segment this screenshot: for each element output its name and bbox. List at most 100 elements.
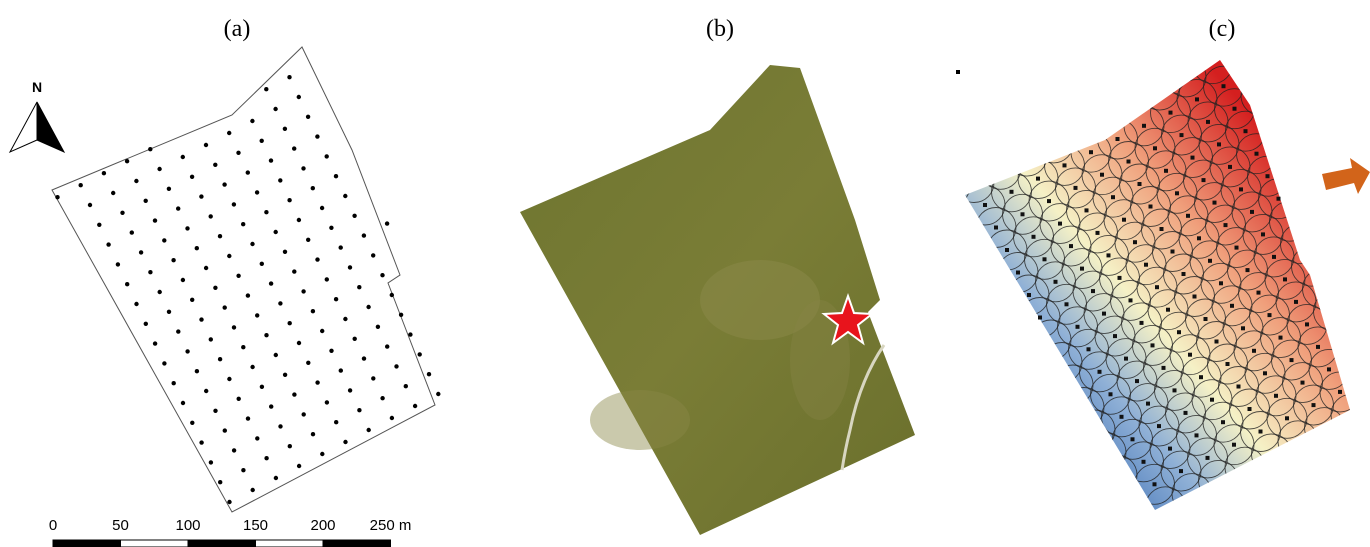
sample-point: [223, 305, 227, 309]
sample-point: [325, 277, 329, 281]
sample-point: [1074, 186, 1078, 190]
sample-point: [278, 424, 282, 428]
sample-point: [1248, 407, 1252, 411]
sample-point: [1085, 208, 1089, 212]
sample-point: [1180, 133, 1184, 137]
sample-point: [1096, 231, 1100, 235]
sample-point: [246, 293, 250, 297]
buffer-circle: [1097, 455, 1137, 495]
arrow-half: [10, 102, 37, 152]
scale-segment: [188, 540, 256, 547]
sample-point: [1213, 201, 1217, 205]
sample-point: [362, 233, 366, 237]
sample-point: [418, 352, 422, 356]
sample-point: [125, 282, 129, 286]
sample-point: [315, 134, 319, 138]
sample-point: [320, 329, 324, 333]
sample-point: [1290, 358, 1294, 362]
sample-point: [1016, 271, 1020, 275]
sample-point: [55, 195, 59, 199]
sample-point: [195, 246, 199, 250]
sample-point: [269, 281, 273, 285]
sample-point: [311, 432, 315, 436]
sample-point: [1133, 240, 1137, 244]
sample-point: [1312, 403, 1316, 407]
sample-point: [1140, 321, 1144, 325]
sample-point: [227, 131, 231, 135]
sample-point: [353, 337, 357, 341]
sample-point: [427, 372, 431, 376]
sample-point: [297, 341, 301, 345]
sample-point: [371, 376, 375, 380]
sample-point: [204, 389, 208, 393]
sample-point: [190, 421, 194, 425]
speck: [956, 70, 960, 74]
sample-point: [1168, 447, 1172, 451]
sample-point: [172, 381, 176, 385]
sample-point: [264, 87, 268, 91]
sample-point: [213, 286, 217, 290]
sample-point: [1239, 187, 1243, 191]
sample-point: [260, 262, 264, 266]
sample-point: [1188, 353, 1192, 357]
sample-point: [334, 420, 338, 424]
buffer-circle: [1034, 123, 1074, 163]
sample-point: [278, 301, 282, 305]
sample-point: [213, 163, 217, 167]
sample-point: [204, 143, 208, 147]
sample-point: [357, 408, 361, 412]
sample-point: [218, 234, 222, 238]
sample-point: [148, 270, 152, 274]
sample-point: [134, 179, 138, 183]
sample-point: [209, 214, 213, 218]
sample-point: [288, 321, 292, 325]
sample-point: [1268, 313, 1272, 317]
sample-point: [1160, 227, 1164, 231]
panel-label: (b): [706, 16, 734, 42]
sample-point: [1277, 197, 1281, 201]
sample-point: [380, 273, 384, 277]
aerial-photo: [520, 65, 915, 535]
sample-point: [1294, 300, 1298, 304]
sample-point: [436, 392, 440, 396]
sample-point: [1038, 316, 1042, 320]
sample-point: [367, 428, 371, 432]
sample-point: [144, 322, 148, 326]
scale-label: 200: [310, 517, 335, 534]
sample-point: [1224, 223, 1228, 227]
sample-point: [199, 317, 203, 321]
buffer-circle: [1007, 136, 1047, 176]
sample-point: [385, 344, 389, 348]
sample-point: [283, 373, 287, 377]
sample-point: [994, 226, 998, 230]
sample-point: [209, 460, 213, 464]
sample-point: [1131, 437, 1135, 441]
sample-point: [255, 436, 259, 440]
sample-point: [218, 480, 222, 484]
sample-point: [320, 452, 324, 456]
sample-point: [227, 254, 231, 258]
sample-point: [1232, 443, 1236, 447]
sample-point: [1142, 124, 1146, 128]
sample-point: [348, 265, 352, 269]
sample-point: [260, 385, 264, 389]
sample-point: [181, 278, 185, 282]
sample-point: [366, 305, 370, 309]
sample-point: [260, 139, 264, 143]
sample-point: [1206, 120, 1210, 124]
sample-point: [1111, 195, 1115, 199]
sample-point: [218, 357, 222, 361]
sampling-map: [52, 47, 440, 512]
sample-point: [153, 341, 157, 345]
sample-point: [134, 302, 138, 306]
sample-point: [162, 361, 166, 365]
sample-point: [1142, 460, 1146, 464]
sample-point: [190, 175, 194, 179]
sample-point: [236, 151, 240, 155]
sample-point: [1195, 97, 1199, 101]
sample-point: [1208, 259, 1212, 263]
sample-point: [153, 218, 157, 222]
sample-point: [1195, 433, 1199, 437]
sample-point: [292, 269, 296, 273]
